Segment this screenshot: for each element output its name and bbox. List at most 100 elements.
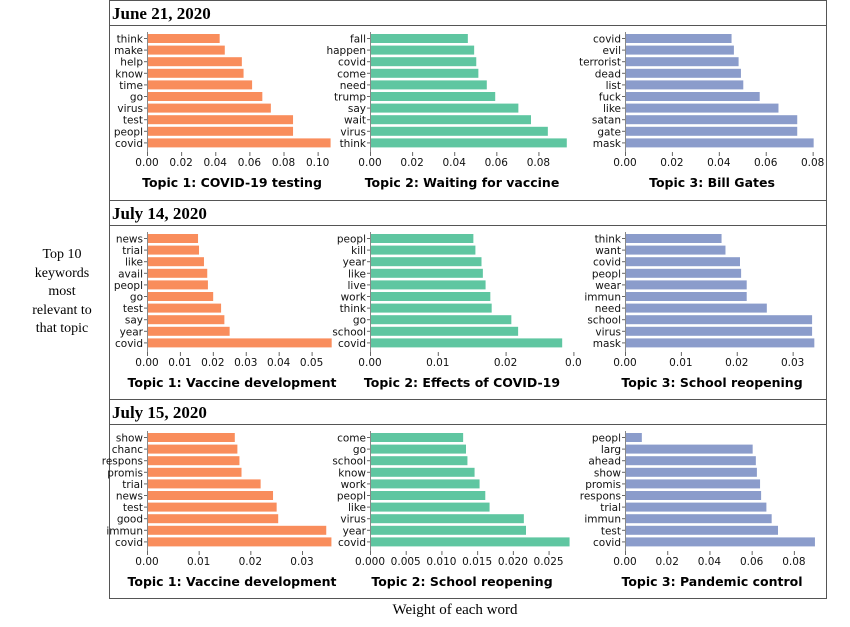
bar (626, 234, 722, 243)
bar (148, 491, 274, 500)
category-label: like (603, 103, 621, 115)
panel-title: Topic 3: Pandemic control (621, 574, 802, 589)
section-date: July 15, 2020 (112, 403, 207, 422)
x-tick-label: 0.06 (754, 157, 778, 169)
bar (626, 34, 732, 43)
x-tick-label: 0.02 (169, 157, 192, 169)
category-label: evil (602, 45, 621, 57)
bar (626, 245, 726, 255)
category-label: virus (117, 103, 143, 115)
category-label: like (348, 268, 366, 280)
category-label: peopl (114, 126, 143, 138)
x-tick-label: 0.04 (707, 157, 731, 169)
section-date: July 14, 2020 (112, 204, 207, 223)
bar (148, 525, 327, 535)
bar (371, 537, 570, 547)
x-tick-label: 0.01 (168, 357, 191, 369)
x-tick-label: 0.01 (187, 556, 210, 568)
x-tick-label: 0.04 (204, 157, 228, 169)
category-label: virus (340, 126, 366, 138)
category-label: test (601, 525, 621, 537)
category-label: trump (334, 92, 366, 104)
bar (371, 115, 531, 125)
category-label: happen (326, 45, 366, 57)
category-label: test (123, 502, 143, 514)
bar (626, 491, 762, 500)
x-tick-label: 0.08 (527, 157, 550, 169)
x-tick-label: 0.010 (426, 556, 456, 568)
bar (371, 467, 475, 477)
category-label: go (353, 444, 366, 456)
bar (626, 45, 734, 55)
bar (148, 444, 238, 454)
bar (148, 92, 263, 101)
category-label: think (340, 138, 367, 150)
bar (371, 525, 526, 535)
x-tick-label: 0.02 (656, 556, 679, 568)
category-label: think (340, 303, 367, 315)
bar (626, 537, 815, 547)
side-label-line: that topic (35, 321, 89, 336)
x-tick-label: 0.01 (426, 357, 449, 369)
bar (626, 479, 761, 489)
category-label: immun (584, 514, 621, 526)
bar (371, 34, 468, 43)
bar (626, 433, 642, 442)
category-label: covid (593, 257, 621, 269)
bar (371, 303, 492, 313)
category-label: covid (593, 537, 621, 549)
bar (371, 234, 474, 243)
category-label: year (343, 525, 367, 537)
bar (148, 80, 253, 90)
category-label: list (606, 80, 621, 92)
category-label: kill (351, 245, 366, 257)
bar (626, 514, 772, 524)
bar (148, 502, 277, 512)
bar (371, 68, 479, 78)
bar (148, 34, 220, 43)
bar (148, 280, 208, 290)
bar (148, 292, 214, 301)
category-label: know (338, 467, 366, 479)
x-tick-label: 0.00 (135, 357, 158, 369)
category-label: immun (106, 525, 143, 537)
bar (371, 126, 548, 136)
category-label: want (595, 245, 621, 257)
category-label: covid (338, 57, 366, 69)
category-label: terrorist (579, 57, 621, 69)
panel-title: Topic 3: Bill Gates (649, 175, 775, 190)
category-label: show (594, 467, 622, 479)
bar (626, 502, 767, 512)
bar (148, 45, 225, 55)
bar (371, 92, 496, 101)
bar (148, 537, 332, 547)
category-label: go (130, 292, 143, 304)
bar (626, 280, 747, 290)
category-label: covid (338, 338, 366, 350)
x-tick-label: 0.02 (494, 357, 517, 369)
category-label: mask (593, 338, 622, 350)
bar (148, 68, 244, 78)
x-tick-label: 0.03 (234, 357, 257, 369)
bar (148, 245, 200, 255)
bar (371, 456, 468, 466)
category-label: year (120, 326, 144, 338)
category-label: time (119, 80, 143, 92)
bar (626, 467, 757, 477)
bar (626, 80, 744, 90)
x-tick-label: 0.04 (698, 556, 722, 568)
bar (371, 444, 466, 454)
x-tick-label: 0.02 (201, 357, 224, 369)
bar (148, 479, 261, 489)
category-label: fuck (599, 92, 622, 104)
x-tick-label: 0.03 (290, 556, 313, 568)
category-label: say (125, 315, 143, 327)
category-label: trial (122, 245, 143, 257)
bar (626, 326, 813, 336)
bar (371, 338, 563, 348)
category-label: trial (122, 479, 143, 491)
bar (148, 234, 199, 243)
category-label: covid (115, 138, 143, 150)
x-tick-label: 0.000 (355, 556, 385, 568)
bar (371, 280, 486, 290)
